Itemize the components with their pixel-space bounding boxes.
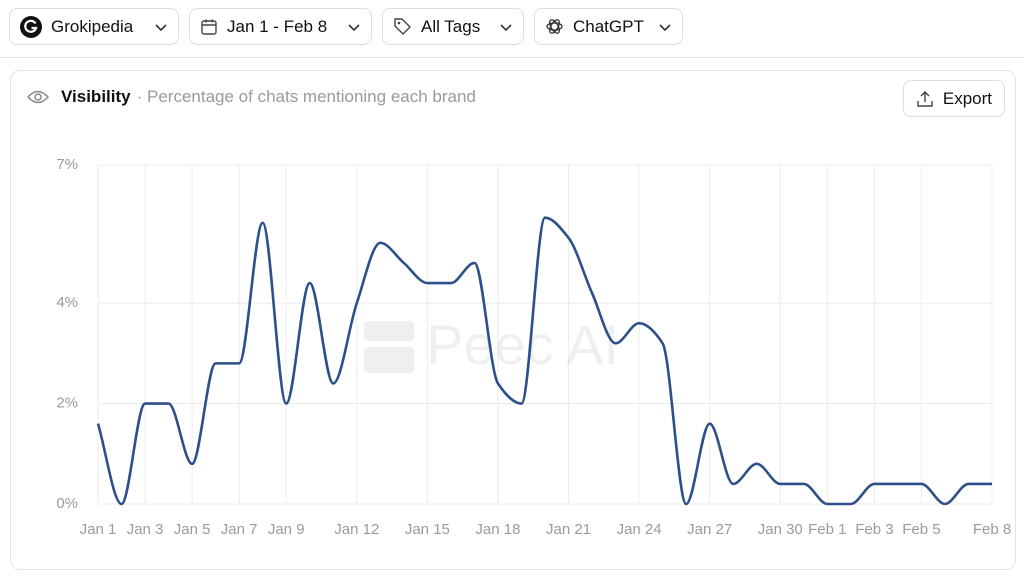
date-range: Jan 1 - Feb 8 xyxy=(227,16,328,36)
x-tick-label: Jan 24 xyxy=(617,521,662,538)
y-tick-label: 4% xyxy=(56,294,78,311)
y-tick-label: 0% xyxy=(56,495,78,512)
x-tick-label: Feb 3 xyxy=(855,521,893,538)
chevron xyxy=(155,23,167,31)
y-tick-label: 7% xyxy=(56,156,78,173)
date-select[interactable]: Jan 1 - Feb 8 xyxy=(189,8,372,45)
calendar-icon xyxy=(201,19,217,35)
tags-select[interactable]: All Tags xyxy=(382,8,524,45)
brand-logo xyxy=(20,15,42,38)
x-tick-label: Jan 9 xyxy=(268,521,305,538)
x-tick-label: Feb 8 xyxy=(973,521,1011,538)
eye-icon xyxy=(27,90,49,104)
toolbar: Grokipedia Jan 1 - Feb 8 All Tags ChatGP… xyxy=(0,0,1024,58)
chevron xyxy=(659,23,671,31)
x-tick-label: Jan 5 xyxy=(174,521,211,538)
brand-name: Grokipedia xyxy=(51,16,134,36)
x-tick-label: Jan 15 xyxy=(405,521,450,538)
export-label: Export xyxy=(942,88,992,108)
x-tick-label: Feb 5 xyxy=(902,521,940,538)
y-tick-label: 2% xyxy=(56,395,78,412)
watermark: Peec AI xyxy=(364,313,619,376)
export-button[interactable]: Export xyxy=(902,80,1005,117)
visibility-card: Peec AI 0% 2% 4% 7% Jan 1 Jan 3 Jan 5 Jan 7 Jan … xyxy=(10,70,1016,570)
tags-label: All Tags xyxy=(421,16,481,36)
chevron xyxy=(348,23,360,31)
chevron xyxy=(500,23,512,31)
x-tick-label: Jan 12 xyxy=(334,521,379,538)
chart: Peec AI 0% 2% 4% 7% Jan 1 Jan 3 Jan 5 Jan 7 Jan … xyxy=(56,156,1011,538)
x-tick-label: Jan 3 xyxy=(127,521,164,538)
grid xyxy=(97,164,993,505)
x-tick-label: Jan 30 xyxy=(758,521,803,538)
export-icon xyxy=(917,90,933,107)
x-tick-label: Jan 21 xyxy=(546,521,591,538)
x-tick-label: Jan 18 xyxy=(475,521,520,538)
card-subtitle: · Percentage of chats mentioning each br… xyxy=(136,87,476,106)
x-tick-label: Jan 7 xyxy=(221,521,258,538)
x-tick-label: Feb 1 xyxy=(808,521,846,538)
model-select[interactable]: ChatGPT xyxy=(534,8,683,45)
card-header: Visibility · Percentage of chats mention… xyxy=(27,87,476,107)
brand-select[interactable]: Grokipedia xyxy=(9,8,179,45)
model-icon xyxy=(546,19,563,34)
x-tick-label: Jan 1 xyxy=(80,521,117,538)
visibility-line xyxy=(96,216,992,506)
tag-icon xyxy=(394,18,411,35)
card-title: Visibility xyxy=(61,87,131,106)
watermark-text: Peec AI xyxy=(426,313,619,376)
x-tick-label: Jan 27 xyxy=(687,521,732,538)
model-name: ChatGPT xyxy=(573,16,644,36)
